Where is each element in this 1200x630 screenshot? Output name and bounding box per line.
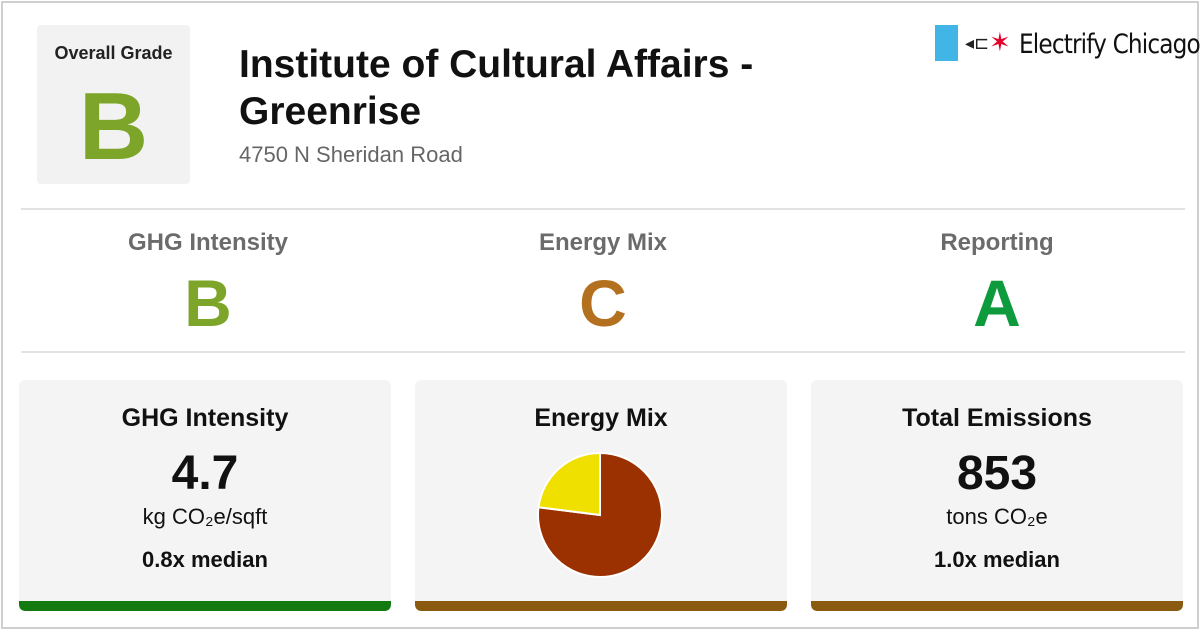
card-ghg-intensity: GHG Intensity 4.7 kg CO₂e/sqft 0.8x medi… (19, 380, 391, 611)
subgrade-letter: C (579, 266, 627, 340)
ghg-intensity-value: 4.7 (171, 447, 239, 500)
building-name: Institute of Cultural Affairs - Greenris… (239, 43, 754, 133)
subgrade-label: GHG Intensity (127, 229, 289, 256)
flag-stripe-icon (935, 25, 958, 61)
divider-top (21, 208, 1185, 210)
subgrade-label: Reporting (940, 229, 1054, 256)
pie-slice-1 (537, 451, 601, 517)
card-total-emissions: Total Emissions 853 tons CO₂e 1.0x media… (811, 380, 1183, 611)
overall-grade-box: Overall Grade B (37, 25, 190, 184)
ghg-intensity-unit: kg CO₂e/sqft (142, 504, 268, 529)
ghg-intensity-median: 0.8x median (142, 547, 268, 572)
subgrade-letter: A (973, 266, 1021, 340)
total-emissions-median: 1.0x median (934, 547, 1060, 572)
overall-grade-letter: B (78, 73, 149, 180)
divider-middle (21, 351, 1185, 353)
overall-grade-label: Overall Grade (54, 43, 173, 63)
subgrade-ghg-intensity: GHG Intensity B (13, 229, 403, 343)
card-accent-bar (415, 601, 787, 611)
building-address: 4750 N Sheridan Road (239, 142, 463, 167)
subgrade-reporting: Reporting A (802, 229, 1192, 343)
card-accent-bar (811, 601, 1183, 611)
card-title: Energy Mix (534, 404, 668, 432)
total-emissions-value: 853 (956, 447, 1038, 500)
energy-mix-pie-chart (537, 451, 663, 578)
subgrade-letter: B (184, 266, 232, 340)
card-title: GHG Intensity (121, 404, 289, 432)
card-accent-bar (19, 601, 391, 611)
plug-icon: ◂⊏ (965, 33, 990, 53)
star-icon: ✶ (989, 27, 1011, 57)
subgrade-label: Energy Mix (538, 229, 668, 256)
total-emissions-unit: tons CO₂e (946, 504, 1048, 529)
card-energy-mix: Energy Mix (415, 380, 787, 611)
electrify-chicago-logo: ◂⊏ ✶ Electrify Chicago (935, 25, 1200, 61)
subgrade-energy-mix: Energy Mix C (408, 229, 798, 343)
logo-text: Electrify Chicago (1019, 29, 1200, 60)
card-title: Total Emissions (902, 404, 1092, 432)
